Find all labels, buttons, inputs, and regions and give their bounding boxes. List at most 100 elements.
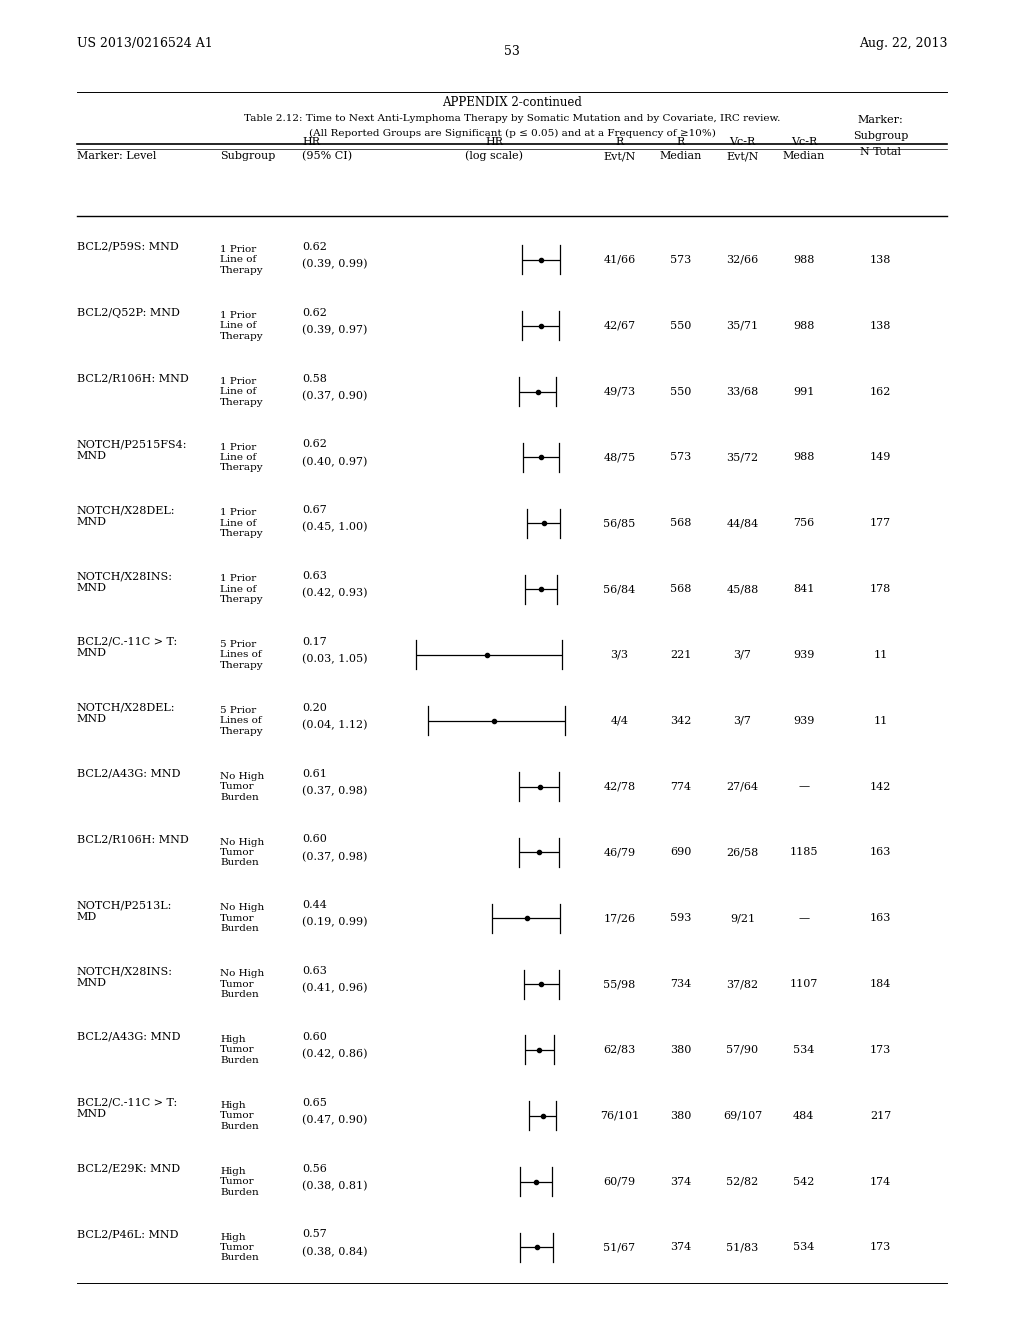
Text: 33/68: 33/68	[726, 387, 759, 396]
Text: 1 Prior
Line of
Therapy: 1 Prior Line of Therapy	[220, 376, 264, 407]
Text: 756: 756	[794, 519, 814, 528]
Text: 0.20: 0.20	[302, 702, 327, 713]
Text: 11: 11	[873, 715, 888, 726]
Text: Vc-R: Vc-R	[791, 136, 817, 147]
Text: Evt/N: Evt/N	[726, 150, 759, 161]
Text: (0.45, 1.00): (0.45, 1.00)	[302, 523, 368, 533]
Text: 42/78: 42/78	[603, 781, 636, 792]
Text: 0.65: 0.65	[302, 1098, 327, 1107]
Text: (0.39, 0.97): (0.39, 0.97)	[302, 325, 368, 335]
Text: (0.42, 0.86): (0.42, 0.86)	[302, 1049, 368, 1060]
Text: 48/75: 48/75	[603, 453, 636, 462]
Text: 35/72: 35/72	[726, 453, 759, 462]
Text: 690: 690	[671, 847, 691, 858]
Text: 55/98: 55/98	[603, 979, 636, 989]
Text: 32/66: 32/66	[726, 255, 759, 265]
Text: 991: 991	[794, 387, 814, 396]
Text: 46/79: 46/79	[603, 847, 636, 858]
Text: 163: 163	[870, 847, 891, 858]
Text: 550: 550	[671, 387, 691, 396]
Text: 42/67: 42/67	[603, 321, 636, 331]
Text: High
Tumor
Burden: High Tumor Burden	[220, 1233, 259, 1262]
Text: 5 Prior
Lines of
Therapy: 5 Prior Lines of Therapy	[220, 706, 264, 735]
Text: 177: 177	[870, 519, 891, 528]
Text: Table 2.12: Time to Next Anti-Lymphoma Therapy by Somatic Mutation and by Covari: Table 2.12: Time to Next Anti-Lymphoma T…	[244, 114, 780, 123]
Text: 0.63: 0.63	[302, 966, 327, 975]
Text: (0.38, 0.84): (0.38, 0.84)	[302, 1246, 368, 1257]
Text: 0.60: 0.60	[302, 834, 327, 845]
Text: 173: 173	[870, 1045, 891, 1055]
Text: 550: 550	[671, 321, 691, 331]
Text: 1 Prior
Line of
Therapy: 1 Prior Line of Therapy	[220, 312, 264, 341]
Text: 534: 534	[794, 1045, 814, 1055]
Text: No High
Tumor
Burden: No High Tumor Burden	[220, 772, 264, 801]
Text: 374: 374	[671, 1176, 691, 1187]
Text: 380: 380	[671, 1045, 691, 1055]
Text: 52/82: 52/82	[726, 1176, 759, 1187]
Text: BCL2/C.-11C > T:
MND: BCL2/C.-11C > T: MND	[77, 636, 177, 659]
Text: 56/85: 56/85	[603, 519, 636, 528]
Text: (0.38, 0.81): (0.38, 0.81)	[302, 1180, 368, 1191]
Text: HR: HR	[302, 136, 321, 147]
Text: 27/64: 27/64	[726, 781, 759, 792]
Text: (All Reported Groups are Significant (p ≤ 0.05) and at a Frequency of ≥10%): (All Reported Groups are Significant (p …	[308, 129, 716, 139]
Text: (0.42, 0.93): (0.42, 0.93)	[302, 589, 368, 598]
Text: 69/107: 69/107	[723, 1111, 762, 1121]
Text: BCL2/Q52P: MND: BCL2/Q52P: MND	[77, 308, 179, 318]
Text: 593: 593	[671, 913, 691, 923]
Text: 174: 174	[870, 1176, 891, 1187]
Text: 0.62: 0.62	[302, 242, 327, 252]
Text: 342: 342	[671, 715, 691, 726]
Text: (0.37, 0.98): (0.37, 0.98)	[302, 851, 368, 862]
Text: Median: Median	[659, 150, 702, 161]
Text: 62/83: 62/83	[603, 1045, 636, 1055]
Text: 0.63: 0.63	[302, 572, 327, 581]
Text: 734: 734	[671, 979, 691, 989]
Text: BCL2/R106H: MND: BCL2/R106H: MND	[77, 834, 188, 845]
Text: 3/3: 3/3	[610, 649, 629, 660]
Text: No High
Tumor
Burden: No High Tumor Burden	[220, 969, 264, 999]
Text: NOTCH/P2513L:
MD: NOTCH/P2513L: MD	[77, 900, 172, 921]
Text: High
Tumor
Burden: High Tumor Burden	[220, 1167, 259, 1196]
Text: BCL2/A43G: MND: BCL2/A43G: MND	[77, 768, 180, 779]
Text: 0.56: 0.56	[302, 1163, 327, 1173]
Text: N Total: N Total	[860, 147, 901, 157]
Text: Median: Median	[782, 150, 825, 161]
Text: Evt/N: Evt/N	[603, 150, 636, 161]
Text: 0.60: 0.60	[302, 1032, 327, 1041]
Text: 4/4: 4/4	[610, 715, 629, 726]
Text: 9/21: 9/21	[730, 913, 755, 923]
Text: No High
Tumor
Burden: No High Tumor Burden	[220, 903, 264, 933]
Text: 0.61: 0.61	[302, 768, 327, 779]
Text: 988: 988	[794, 453, 814, 462]
Text: 41/66: 41/66	[603, 255, 636, 265]
Text: 17/26: 17/26	[603, 913, 636, 923]
Text: 573: 573	[671, 255, 691, 265]
Text: (0.47, 0.90): (0.47, 0.90)	[302, 1115, 368, 1125]
Text: APPENDIX 2-continued: APPENDIX 2-continued	[442, 96, 582, 110]
Text: US 2013/0216524 A1: US 2013/0216524 A1	[77, 37, 213, 50]
Text: 184: 184	[870, 979, 891, 989]
Text: 173: 173	[870, 1242, 891, 1253]
Text: 542: 542	[794, 1176, 814, 1187]
Text: 138: 138	[870, 255, 891, 265]
Text: 1 Prior
Line of
Therapy: 1 Prior Line of Therapy	[220, 246, 264, 275]
Text: 0.17: 0.17	[302, 636, 327, 647]
Text: 0.67: 0.67	[302, 506, 327, 515]
Text: 380: 380	[671, 1111, 691, 1121]
Text: 60/79: 60/79	[603, 1176, 636, 1187]
Text: NOTCH/X28DEL:
MND: NOTCH/X28DEL: MND	[77, 702, 175, 725]
Text: —: —	[799, 913, 809, 923]
Text: 484: 484	[794, 1111, 814, 1121]
Text: 0.62: 0.62	[302, 440, 327, 449]
Text: 53: 53	[504, 45, 520, 58]
Text: R: R	[677, 136, 685, 147]
Text: R: R	[615, 136, 624, 147]
Text: 51/67: 51/67	[603, 1242, 636, 1253]
Text: (log scale): (log scale)	[465, 150, 523, 161]
Text: NOTCH/X28DEL:
MND: NOTCH/X28DEL: MND	[77, 506, 175, 527]
Text: 0.57: 0.57	[302, 1229, 327, 1239]
Text: 534: 534	[794, 1242, 814, 1253]
Text: 49/73: 49/73	[603, 387, 636, 396]
Text: (0.41, 0.96): (0.41, 0.96)	[302, 983, 368, 994]
